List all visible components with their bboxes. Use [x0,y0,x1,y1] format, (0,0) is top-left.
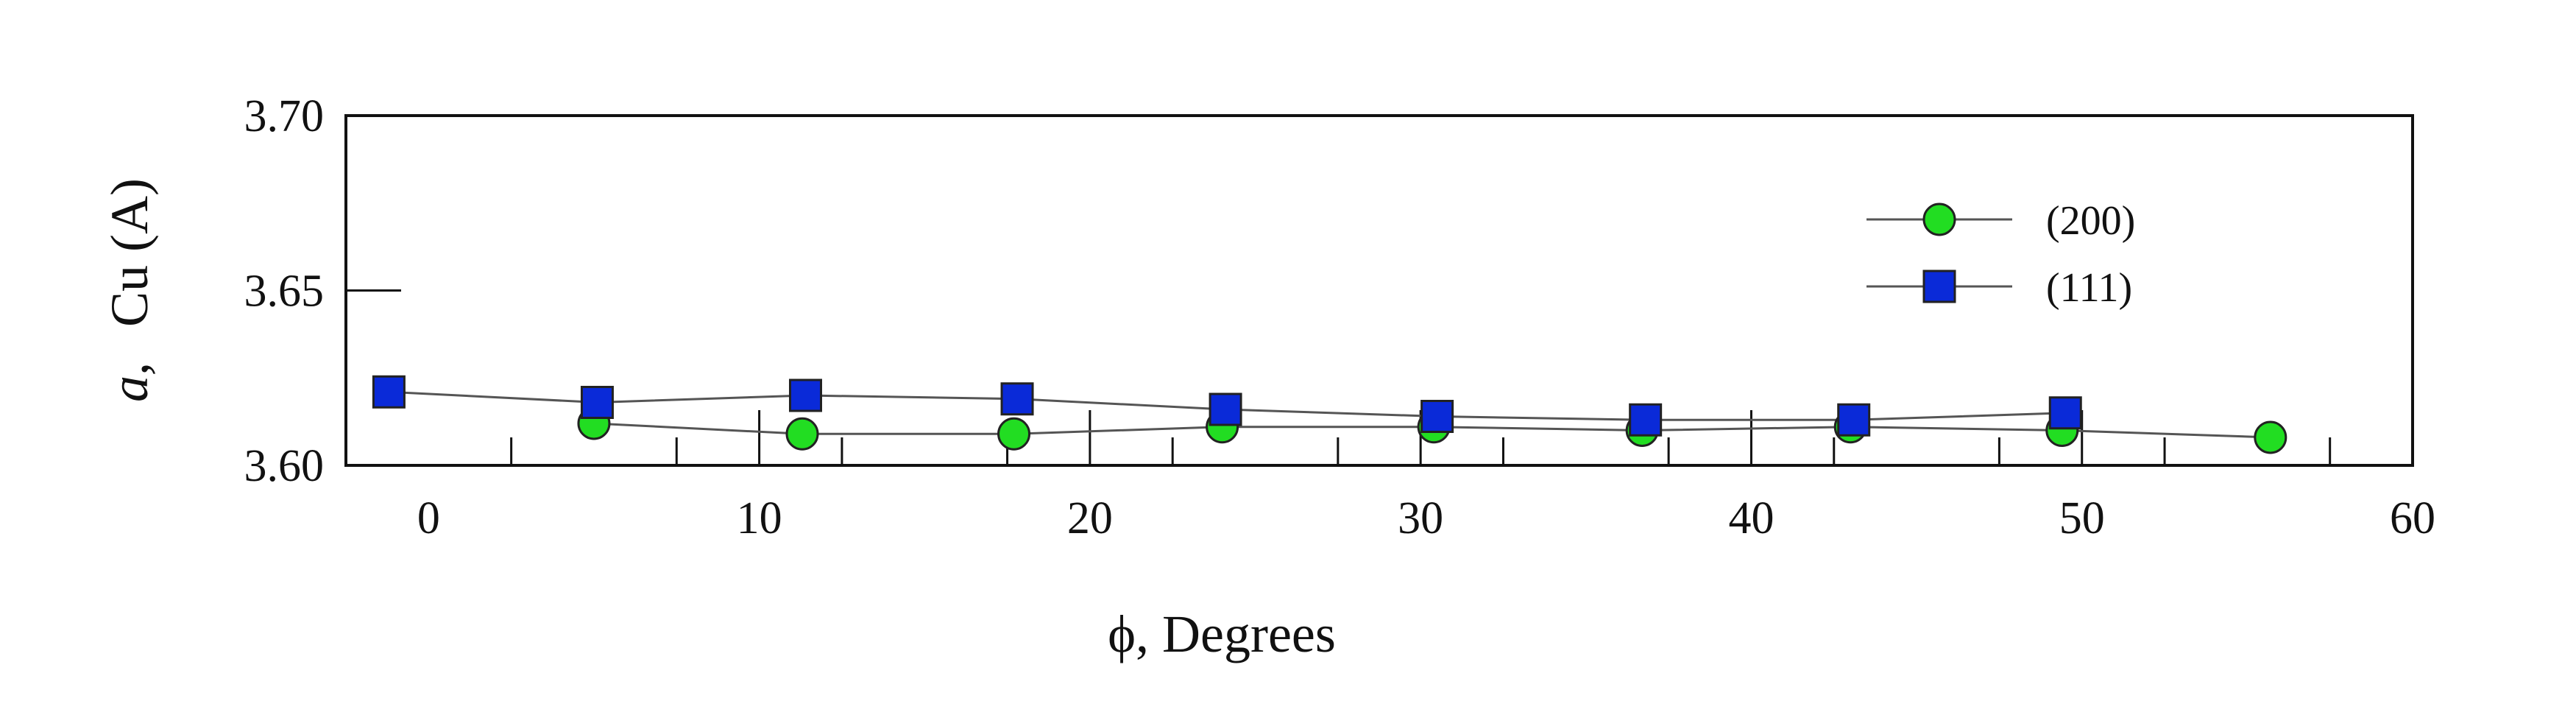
data-point-square [580,386,614,419]
legend-marker-200 [1922,202,1956,236]
legend: (200) (111) [1866,198,2135,311]
data-point-square [2048,396,2082,430]
y-axis-title-italic: a, [100,362,159,402]
legend-label-111: (111) [2046,265,2132,311]
y-tick-label: 3.70 [244,91,325,141]
data-point-square [1629,403,1663,437]
axes-layer: 0 10 20 30 40 50 60 3.60 3.65 3.70 [244,91,2436,543]
y-axis-title-rest: Cu (A) [100,178,159,327]
x-tick-label: 60 [2390,493,2435,543]
legend-label-200: (200) [2046,198,2135,244]
data-point-square [788,378,822,412]
x-tick-label: 50 [2059,493,2105,543]
y-tick-label: 3.65 [244,267,325,317]
data-point-circle [785,417,819,451]
series-layer [372,375,2287,454]
x-tick-label: 30 [1398,493,1443,543]
x-tick-label: 40 [1728,493,1774,543]
x-tick-label: 10 [737,493,782,543]
data-point-square [1420,400,1454,433]
x-tick-label: 20 [1067,493,1113,543]
y-tick-label: 3.60 [244,441,325,491]
x-axis-title: ϕ, Degrees [1108,605,1336,663]
legend-marker-111 [1922,270,1956,303]
data-point-circle [997,417,1031,451]
y-axis-title: a, Cu (A) [100,178,159,402]
data-point-square [372,375,406,409]
data-point-square [1209,392,1242,426]
data-point-square [1837,403,1871,437]
data-point-square [1000,382,1034,416]
data-point-circle [2254,420,2287,454]
x-tick-label: 0 [417,493,440,543]
